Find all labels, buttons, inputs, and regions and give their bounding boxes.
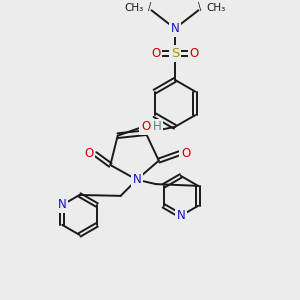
Text: O: O bbox=[181, 147, 190, 160]
Text: N: N bbox=[171, 22, 179, 35]
Text: CH₃: CH₃ bbox=[207, 3, 226, 13]
Text: O: O bbox=[151, 47, 160, 60]
Text: \: \ bbox=[198, 2, 202, 12]
Text: O: O bbox=[189, 47, 199, 60]
Text: H: H bbox=[152, 120, 161, 134]
Text: CH₃: CH₃ bbox=[124, 3, 143, 13]
Text: N: N bbox=[58, 199, 67, 212]
Text: S: S bbox=[171, 47, 179, 60]
Text: O: O bbox=[84, 147, 93, 161]
Text: /: / bbox=[148, 2, 152, 12]
Text: N: N bbox=[132, 173, 141, 186]
Text: O: O bbox=[141, 120, 150, 134]
Text: N: N bbox=[176, 209, 185, 222]
